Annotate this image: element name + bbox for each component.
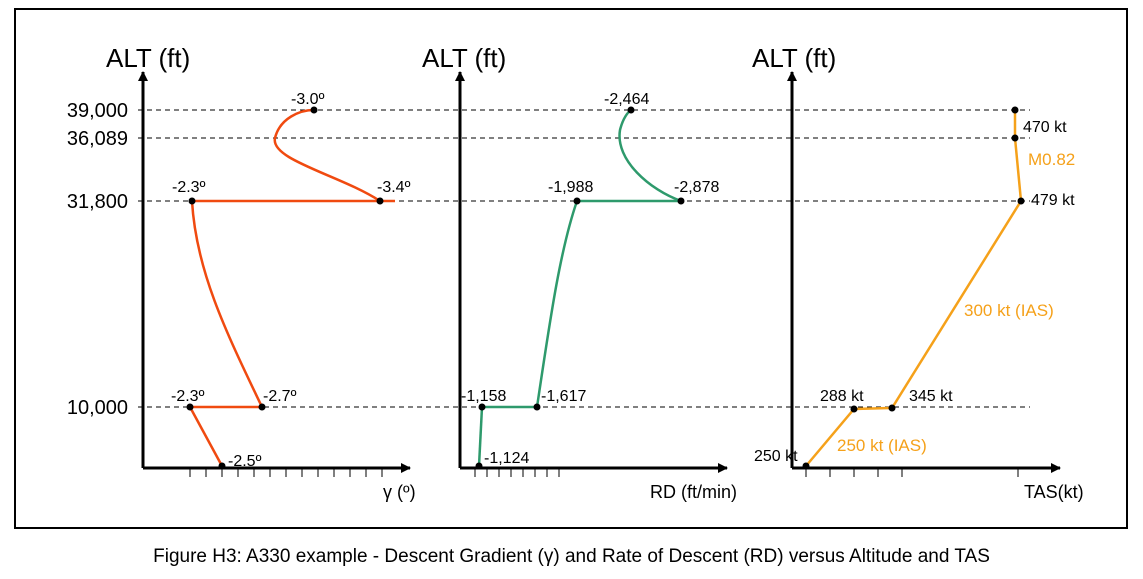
gamma-point-labels: -2.5º -2.3º -2.7º -2.3º -3.4º -3.0º (171, 91, 411, 470)
tas-point (1017, 197, 1025, 205)
gamma-point (188, 197, 196, 205)
rd-label: -1,988 (548, 179, 593, 196)
alt-tick-36089: 36,089 (67, 128, 128, 150)
rd-x-axis-title: RD (ft/min) (650, 482, 737, 502)
rd-label: -2,464 (604, 91, 649, 108)
rd-point (478, 403, 486, 411)
rd-points (475, 106, 685, 470)
alt-tick-31800: 31,800 (67, 191, 128, 213)
tas-segment-label: M0.82 (1028, 150, 1075, 169)
tas-point (888, 404, 896, 412)
gamma-points (186, 106, 384, 470)
tas-x-axis-title: TAS(kt) (1024, 482, 1084, 502)
tas-point-labels: 250 kt 288 kt 345 kt 479 kt 470 kt (754, 119, 1075, 465)
tas-label: 479 kt (1031, 192, 1075, 209)
rd-alt-axis-title: ALT (ft) (422, 43, 506, 73)
gamma-label: -3.0º (291, 91, 325, 108)
gamma-point (186, 403, 194, 411)
figure-frame (14, 8, 1128, 529)
tas-point (802, 462, 810, 470)
alt-tick-10000: 10,000 (67, 397, 128, 419)
tas-profile-line (805, 110, 1023, 467)
tas-point (1011, 106, 1019, 114)
gamma-label: -2.3º (171, 388, 205, 405)
rd-segment-ground-10000 (477, 406, 484, 467)
rd-label: -1,617 (541, 388, 586, 405)
rd-point (677, 197, 685, 205)
gamma-x-axis-title: γ (º) (383, 482, 416, 502)
figure-caption: Figure H3: A330 example - Descent Gradie… (153, 546, 990, 567)
gamma-point (218, 462, 226, 470)
rd-segment-climb-31800 (535, 200, 579, 408)
gamma-label: -3.4º (377, 179, 411, 196)
gamma-label: -2.5º (228, 453, 262, 470)
gamma-segment-ground-10000 (188, 406, 224, 467)
gamma-segment-climb-31800 (190, 200, 264, 408)
tas-points (802, 106, 1025, 470)
gamma-curve (188, 108, 395, 467)
tas-curve (805, 110, 1023, 467)
rd-point (573, 197, 581, 205)
rd-label: -1,158 (461, 388, 506, 405)
tas-segment-labels: 250 kt (IAS) 300 kt (IAS) M0.82 (837, 150, 1075, 455)
rd-panel: ALT (ft) RD (ft/min) -1,124 -1,15 (422, 43, 737, 502)
tas-label: 470 kt (1023, 119, 1067, 136)
rd-point-labels: -1,124 -1,158 -1,617 -1,988 -2,878 -2,46… (461, 91, 719, 467)
rd-x-ticks (474, 468, 560, 477)
altitude-reference-lines (138, 109, 1030, 408)
rd-point (533, 403, 541, 411)
gamma-label: -2.3º (172, 179, 206, 196)
gamma-point (310, 106, 318, 114)
tas-alt-axis-title: ALT (ft) (752, 43, 836, 73)
descent-profile-figure: 39,000 36,089 31,800 10,000 ALT (ft) γ (… (67, 43, 1084, 502)
tas-panel: ALT (ft) TAS(kt) 250 kt 288 kt 345 kt 47… (752, 43, 1084, 502)
altitude-tick-labels: 39,000 36,089 31,800 10,000 (67, 100, 128, 419)
tas-point (1011, 134, 1019, 142)
gamma-label: -2.7º (263, 388, 297, 405)
gamma-x-ticks (189, 468, 383, 477)
rd-label: -1,124 (484, 450, 529, 467)
rd-segment-cruise (618, 108, 682, 203)
gamma-panel: ALT (ft) γ (º) -2. (106, 43, 416, 502)
rd-point (627, 106, 635, 114)
gamma-point (376, 197, 384, 205)
rd-label: -2,878 (674, 179, 719, 196)
tas-label: 288 kt (820, 388, 864, 405)
rd-curve (477, 108, 682, 467)
tas-segment-label: 250 kt (IAS) (837, 436, 927, 455)
gamma-segment-cruise (273, 108, 381, 203)
alt-tick-39000: 39,000 (67, 100, 128, 122)
tas-point (850, 405, 858, 413)
tas-label: 345 kt (909, 388, 953, 405)
tas-segment-label: 300 kt (IAS) (964, 301, 1054, 320)
gamma-alt-axis-title: ALT (ft) (106, 43, 190, 73)
tas-label: 250 kt (754, 448, 798, 465)
rd-point (475, 462, 483, 470)
gamma-point (258, 403, 266, 411)
